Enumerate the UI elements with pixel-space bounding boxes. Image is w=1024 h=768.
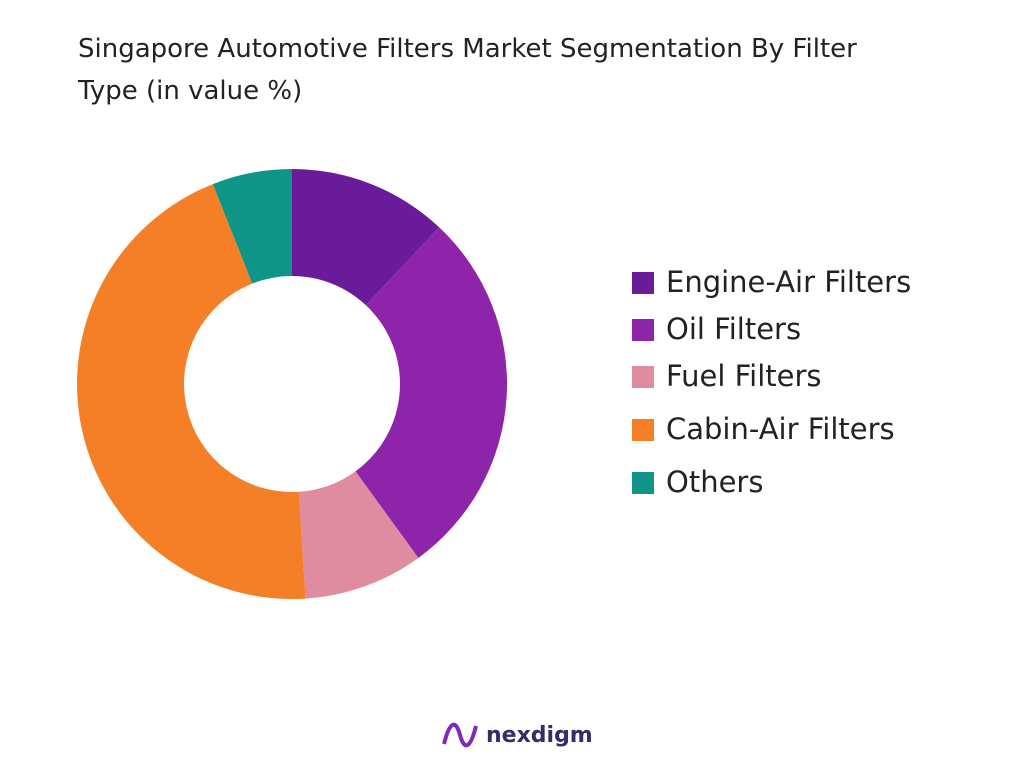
donut-slice [355, 227, 507, 558]
logo: nexdigm [442, 722, 593, 748]
legend-swatch [632, 472, 654, 494]
donut-slice [298, 471, 419, 599]
donut-slice [212, 169, 292, 284]
chart-title: Singapore Automotive Filters Market Segm… [78, 34, 857, 106]
legend-label: Others [666, 465, 763, 499]
legend-swatch [632, 366, 654, 388]
logo-icon [442, 722, 478, 748]
legend-swatch [632, 272, 654, 294]
donut-slice [292, 169, 440, 306]
donut-slice [77, 184, 306, 599]
legend-label: Oil Filters [666, 312, 801, 346]
legend-label: Engine-Air Filters [666, 265, 911, 299]
legend-label: Fuel Filters [666, 359, 822, 393]
legend-label: Cabin-Air Filters [666, 412, 895, 446]
logo-text: nexdigm [486, 723, 593, 748]
legend-swatch [632, 419, 654, 441]
legend-swatch [632, 319, 654, 341]
